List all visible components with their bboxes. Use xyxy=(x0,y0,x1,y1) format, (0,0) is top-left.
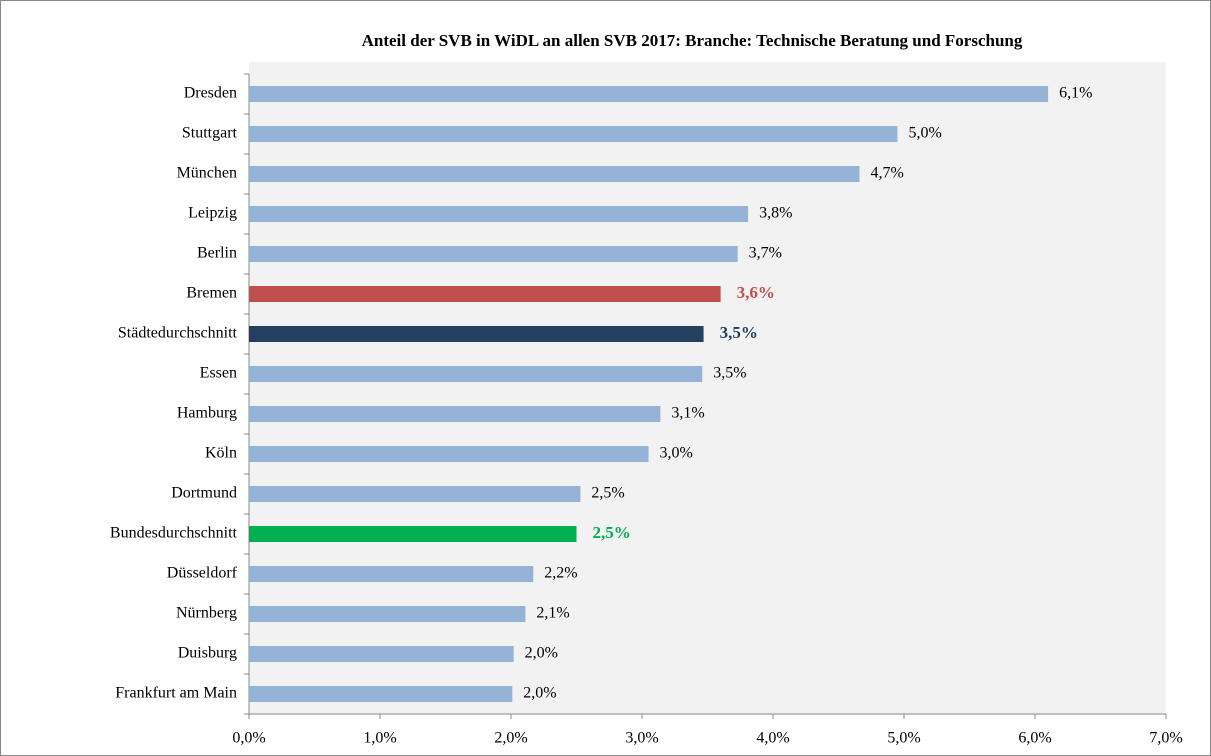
y-tick-label: Berlin xyxy=(197,245,237,262)
y-tick-label: München xyxy=(177,165,237,182)
value-label: 6,1% xyxy=(1059,85,1092,102)
value-label: 2,5% xyxy=(593,523,631,542)
chart-title: Anteil der SVB in WiDL an allen SVB 2017… xyxy=(362,31,1023,50)
x-tick-label: 0,0% xyxy=(232,730,265,747)
value-label: 2,0% xyxy=(525,645,558,662)
bar xyxy=(249,366,703,382)
x-tick-label: 2,0% xyxy=(494,730,527,747)
y-tick-label: Bremen xyxy=(186,285,237,302)
y-tick-label: Leipzig xyxy=(188,205,237,222)
y-tick-label: Nürnberg xyxy=(176,605,237,622)
y-tick-label: Dresden xyxy=(184,85,237,102)
y-tick-label: Duisburg xyxy=(178,645,237,662)
value-label: 3,8% xyxy=(759,205,792,222)
value-label: 3,6% xyxy=(737,283,775,302)
value-label: 2,1% xyxy=(536,605,569,622)
bar xyxy=(249,166,860,182)
bar xyxy=(249,206,749,222)
bar xyxy=(249,486,581,502)
y-tick-label: Köln xyxy=(205,445,237,462)
bar xyxy=(249,246,738,262)
bar xyxy=(249,526,577,542)
value-label: 5,0% xyxy=(908,125,941,142)
y-tick-label: Bundesdurchschnitt xyxy=(110,525,238,542)
value-label: 3,5% xyxy=(720,323,758,342)
bar xyxy=(249,446,649,462)
value-label: 2,0% xyxy=(523,685,556,702)
value-label: 2,2% xyxy=(544,565,577,582)
x-tick-label: 6,0% xyxy=(1018,730,1051,747)
value-label: 3,5% xyxy=(713,365,746,382)
y-tick-label: Essen xyxy=(200,365,237,382)
y-tick-label: Dortmund xyxy=(171,485,237,502)
bar xyxy=(249,686,513,702)
x-tick-label: 4,0% xyxy=(756,730,789,747)
x-tick-label: 5,0% xyxy=(887,730,920,747)
y-tick-label: Stuttgart xyxy=(182,125,238,142)
bar xyxy=(249,646,514,662)
value-label: 3,7% xyxy=(749,245,782,262)
y-tick-label: Düsseldorf xyxy=(167,565,238,582)
x-tick-label: 1,0% xyxy=(363,730,396,747)
value-label: 2,5% xyxy=(591,485,624,502)
bar xyxy=(249,406,661,422)
x-tick-label: 3,0% xyxy=(625,730,658,747)
bar xyxy=(249,606,526,622)
value-label: 3,1% xyxy=(671,405,704,422)
bar xyxy=(249,126,898,142)
bar xyxy=(249,286,721,302)
y-tick-label: Städtedurchschnitt xyxy=(118,325,238,342)
bar xyxy=(249,86,1049,102)
value-label: 3,0% xyxy=(660,445,693,462)
bar xyxy=(249,566,534,582)
bar xyxy=(249,326,704,342)
value-label: 4,7% xyxy=(870,165,903,182)
x-tick-label: 7,0% xyxy=(1149,730,1182,747)
y-tick-label: Frankfurt am Main xyxy=(115,685,237,702)
y-tick-label: Hamburg xyxy=(177,405,237,422)
